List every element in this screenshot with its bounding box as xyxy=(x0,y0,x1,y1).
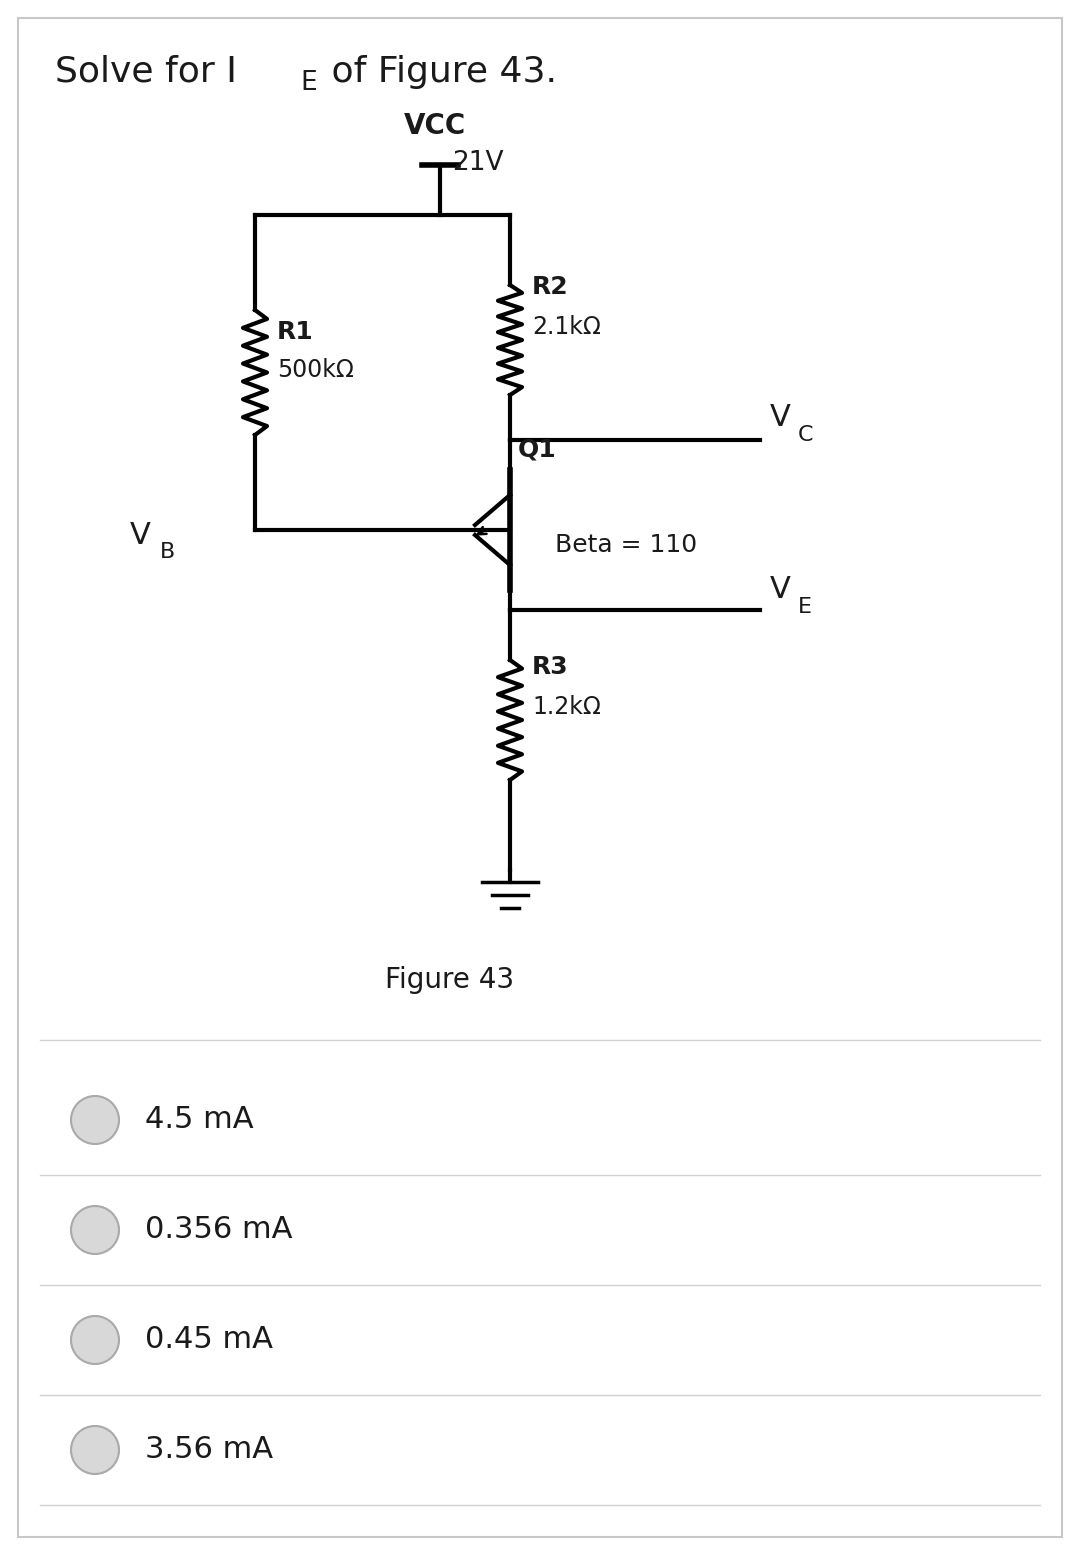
Text: R1: R1 xyxy=(276,320,314,344)
Circle shape xyxy=(71,1426,119,1474)
Circle shape xyxy=(71,1096,119,1144)
Text: 0.45 mA: 0.45 mA xyxy=(145,1325,273,1354)
Text: of Figure 43.: of Figure 43. xyxy=(320,54,557,89)
Text: Q1: Q1 xyxy=(518,439,557,462)
Text: Beta = 110: Beta = 110 xyxy=(555,533,697,557)
Text: 21V: 21V xyxy=(453,149,503,176)
Text: E: E xyxy=(798,597,812,617)
Text: 0.356 mA: 0.356 mA xyxy=(145,1216,293,1244)
Text: B: B xyxy=(160,543,175,561)
Text: R3: R3 xyxy=(532,655,569,680)
Text: 1.2kΩ: 1.2kΩ xyxy=(532,695,600,718)
Text: 2.1kΩ: 2.1kΩ xyxy=(532,316,600,339)
Text: V: V xyxy=(770,575,791,605)
Text: E: E xyxy=(300,70,316,96)
Text: V: V xyxy=(770,403,791,432)
Text: 3.56 mA: 3.56 mA xyxy=(145,1435,273,1465)
Circle shape xyxy=(71,1207,119,1253)
Text: V: V xyxy=(130,521,151,549)
Circle shape xyxy=(71,1316,119,1364)
Text: R2: R2 xyxy=(532,275,569,299)
Text: C: C xyxy=(798,425,813,445)
Text: Solve for I: Solve for I xyxy=(55,54,237,89)
Text: Figure 43: Figure 43 xyxy=(386,966,514,994)
Text: VCC: VCC xyxy=(404,112,467,140)
Text: 4.5 mA: 4.5 mA xyxy=(145,1106,254,1135)
Text: 500kΩ: 500kΩ xyxy=(276,358,354,383)
